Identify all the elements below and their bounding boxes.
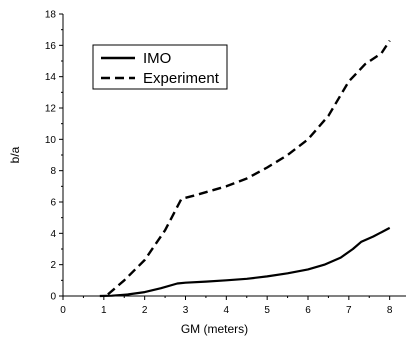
y-tick-label: 8 bbox=[50, 166, 56, 177]
legend-box bbox=[92, 44, 228, 90]
y-tick-label: 18 bbox=[45, 10, 57, 21]
y-tick-label: 14 bbox=[45, 72, 57, 83]
y-tick-label: 4 bbox=[50, 229, 56, 240]
x-tick-label: 5 bbox=[264, 305, 270, 316]
x-tick-label: 3 bbox=[183, 305, 189, 316]
series-line-imo bbox=[99, 226, 391, 298]
legend-label-imo: IMO bbox=[143, 50, 171, 67]
y-tick-label: 2 bbox=[50, 260, 56, 271]
series-line-experiment bbox=[107, 39, 391, 296]
x-axis-title: GM (meters) bbox=[181, 322, 248, 336]
y-tick-label: 10 bbox=[45, 135, 57, 146]
x-tick-label: 8 bbox=[387, 305, 393, 316]
y-tick-label: 12 bbox=[45, 104, 57, 115]
x-tick-label: 4 bbox=[224, 305, 230, 316]
x-tick-label: 6 bbox=[305, 305, 311, 316]
x-tick-label: 1 bbox=[101, 305, 107, 316]
x-tick-label: 2 bbox=[142, 305, 148, 316]
y-tick-label: 0 bbox=[50, 292, 56, 303]
legend: IMO Experiment bbox=[92, 44, 228, 90]
legend-label-experiment: Experiment bbox=[143, 70, 220, 87]
y-axis-title: b/a bbox=[8, 146, 22, 163]
series-layer bbox=[99, 39, 391, 298]
x-tick-label: 0 bbox=[60, 305, 66, 316]
y-tick-label: 6 bbox=[50, 198, 56, 209]
y-tick-label: 16 bbox=[45, 41, 57, 52]
x-tick-label: 7 bbox=[346, 305, 352, 316]
